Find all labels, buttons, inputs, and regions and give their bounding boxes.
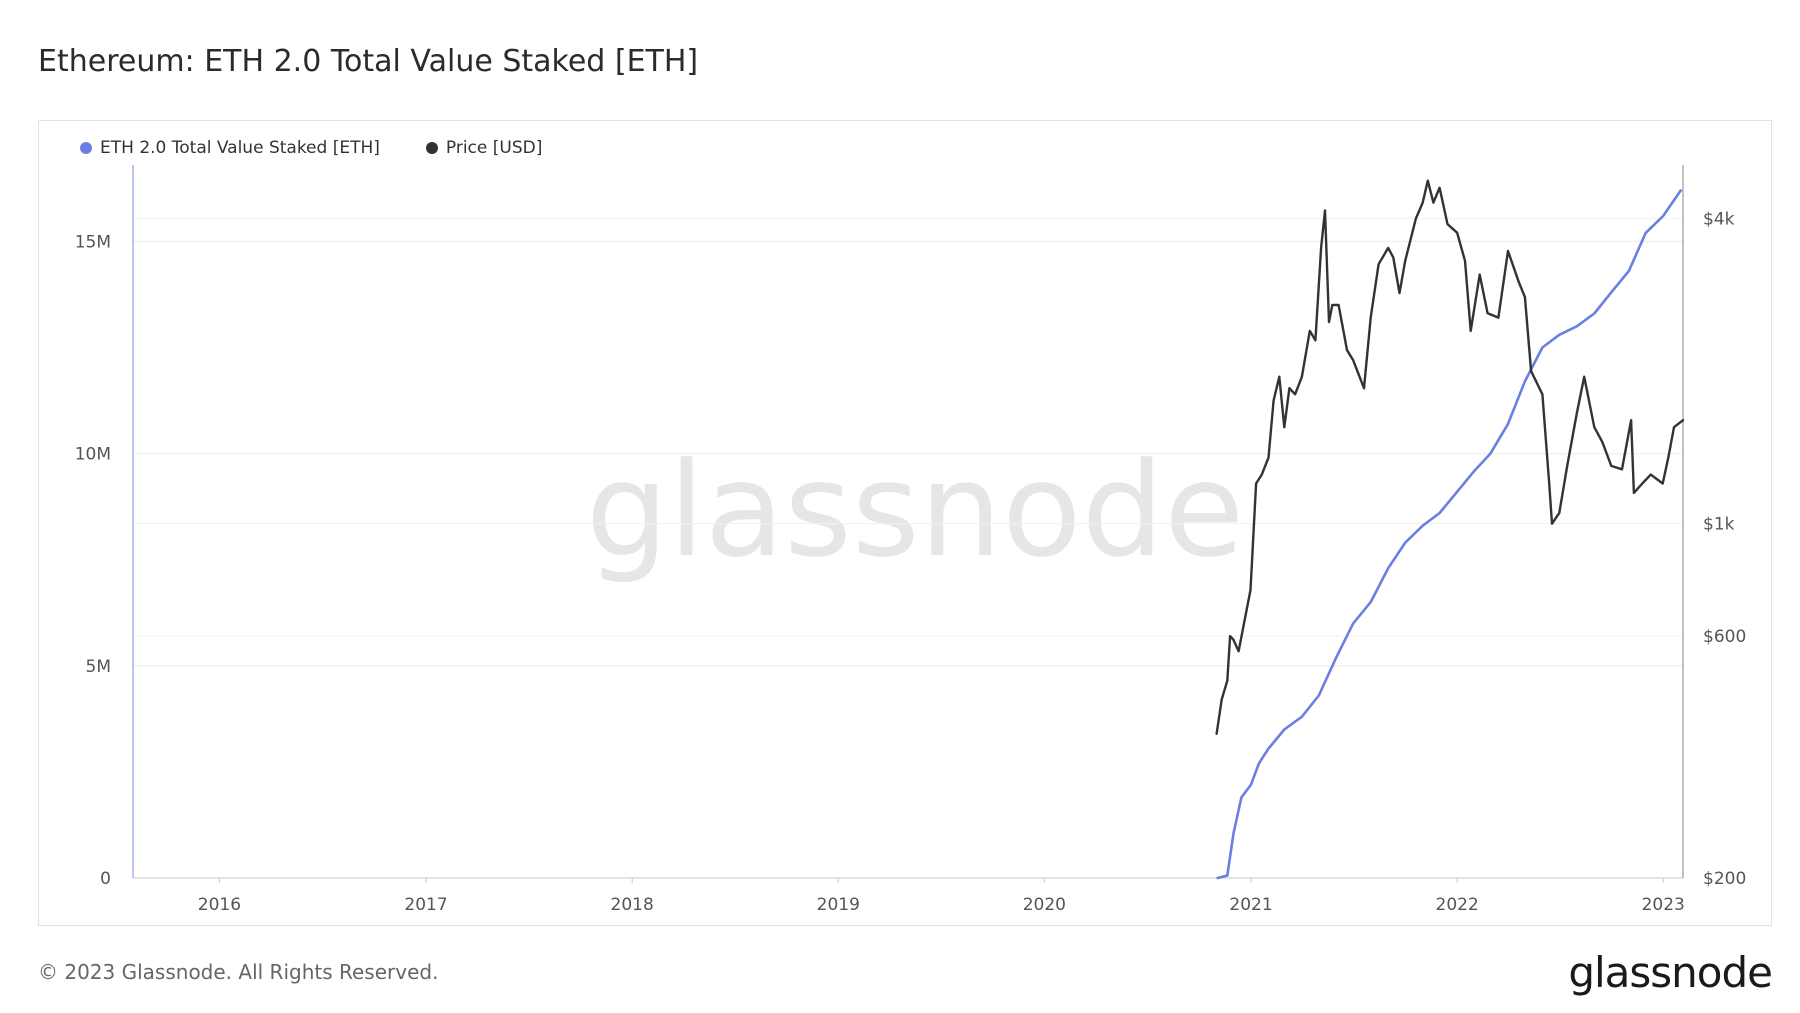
y-right-tick-label: $4k [1703,209,1735,229]
x-tick-label: 2017 [404,895,447,915]
y-right-tick-label: $200 [1703,869,1746,889]
y-right-tick-label: $600 [1703,627,1746,647]
legend-item-staked[interactable]: ETH 2.0 Total Value Staked [ETH] [80,138,380,158]
series-line-price [1215,179,1685,735]
x-tick-label: 2021 [1229,895,1272,915]
x-tick-label: 2020 [1023,895,1066,915]
x-tick-label: 2018 [611,895,654,915]
legend-dot-price [425,142,438,154]
glassnode-logo: glassnode [1568,948,1773,997]
x-tick-label: 2019 [817,895,860,915]
legend: ETH 2.0 Total Value Staked [ETH] Price [… [80,138,542,158]
x-tick-label: 2022 [1436,895,1479,915]
legend-dot-staked [80,142,92,154]
x-tick-label: 2016 [198,895,241,915]
y-left-tick-label: 10M [75,445,111,465]
y-left-tick-label: 5M [86,657,111,677]
legend-label-staked: ETH 2.0 Total Value Staked [ETH] [100,138,380,158]
chart-title: Ethereum: ETH 2.0 Total Value Staked [ET… [38,44,699,79]
x-tick-label: 2023 [1642,895,1685,915]
y-left-tick-label: 0 [100,869,111,889]
watermark-text: glassnode [586,434,1244,586]
legend-item-price[interactable]: Price [USD] [425,138,543,158]
legend-label-price: Price [USD] [445,138,543,158]
y-right-tick-label: $1k [1703,515,1735,535]
copyright-footer: © 2023 Glassnode. All Rights Reserved. [38,960,439,984]
series-line-staked [1216,189,1682,880]
chart-frame [38,120,1772,926]
y-left-tick-label: 15M [75,232,111,252]
